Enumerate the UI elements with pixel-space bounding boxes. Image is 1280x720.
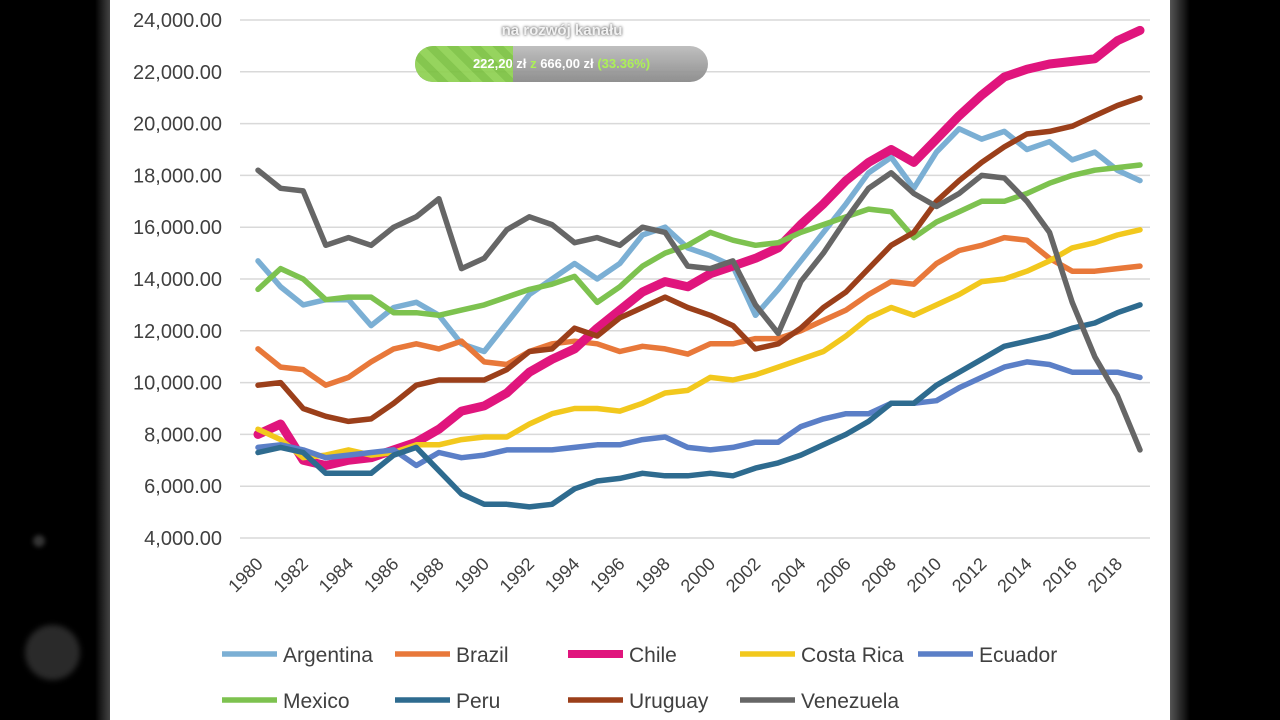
y-tick-label: 4,000.00 (144, 528, 222, 550)
series-line-ecuador (255, 359, 1143, 469)
x-tick-label: 1992 (496, 554, 538, 596)
series-line-chile (253, 25, 1145, 470)
legend-label-chile: Chile (629, 644, 677, 667)
x-tick-label: 1988 (405, 554, 447, 596)
series-line-argentina (255, 126, 1143, 355)
y-tick-label: 10,000.00 (133, 373, 222, 395)
x-tick-label: 1984 (315, 554, 357, 596)
series-line-brazil (255, 234, 1143, 388)
video-edge-right (1170, 0, 1190, 720)
y-tick-label: 22,000.00 (133, 62, 222, 84)
donation-caption: na rozwój kanału (501, 22, 623, 39)
legend-label-uruguay: Uruguay (629, 690, 709, 713)
legend-label-mexico: Mexico (283, 690, 350, 713)
x-tick-label: 1986 (360, 554, 402, 596)
video-artifact-small (33, 535, 45, 547)
x-tick-label: 2010 (903, 554, 945, 596)
x-tick-label: 2008 (858, 554, 900, 596)
x-tick-label: 2012 (948, 554, 990, 596)
x-tick-label: 2000 (677, 554, 719, 596)
x-tick-label: 2002 (722, 554, 764, 596)
x-tick-label: 1996 (586, 554, 628, 596)
x-tick-label: 1980 (224, 554, 266, 596)
x-tick-label: 1994 (541, 554, 583, 596)
legend-label-ecuador: Ecuador (979, 644, 1057, 667)
series-line-mexico (255, 162, 1143, 319)
legend-label-costa-rica: Costa Rica (801, 644, 904, 667)
series-line-uruguay (255, 94, 1143, 425)
y-tick-label: 8,000.00 (144, 424, 222, 446)
raised-amount: 222,20 zł (472, 56, 527, 71)
video-artifact (25, 625, 80, 680)
donation-progress-bar: 222,20 zł z 666,00 zł (33.36%) (415, 46, 708, 82)
legend-label-peru: Peru (456, 690, 500, 713)
video-edge-left (95, 0, 110, 720)
x-tick-label: 1990 (451, 554, 493, 596)
y-tick-label: 20,000.00 (133, 114, 222, 136)
series-line-venezuela (255, 167, 1143, 453)
progress-percent: (33.36%) (597, 56, 651, 71)
x-tick-label: 2004 (767, 554, 809, 596)
series-line-peru (255, 302, 1143, 510)
chart-panel (110, 0, 1170, 720)
of-label: z (530, 56, 537, 71)
goal-amount: 666,00 zł (540, 56, 594, 71)
x-tick-label: 2018 (1084, 554, 1126, 596)
legend-label-brazil: Brazil (456, 644, 509, 667)
legend-label-venezuela: Venezuela (801, 690, 899, 713)
y-tick-label: 16,000.00 (133, 217, 222, 239)
x-tick-label: 2006 (812, 554, 854, 596)
donation-progress-fill (415, 46, 513, 82)
y-tick-label: 12,000.00 (133, 321, 222, 343)
donation-progress-label: 222,20 zł z 666,00 zł (33.36%) (415, 46, 708, 82)
y-tick-label: 14,000.00 (133, 269, 222, 291)
y-tick-label: 6,000.00 (144, 476, 222, 498)
x-tick-label: 2014 (993, 554, 1035, 596)
y-tick-label: 18,000.00 (133, 165, 222, 187)
x-tick-label: 1982 (270, 554, 312, 596)
x-tick-label: 1998 (631, 554, 673, 596)
x-tick-label: 2016 (1039, 554, 1081, 596)
y-tick-label: 24,000.00 (133, 10, 222, 32)
legend-label-argentina: Argentina (283, 644, 373, 667)
